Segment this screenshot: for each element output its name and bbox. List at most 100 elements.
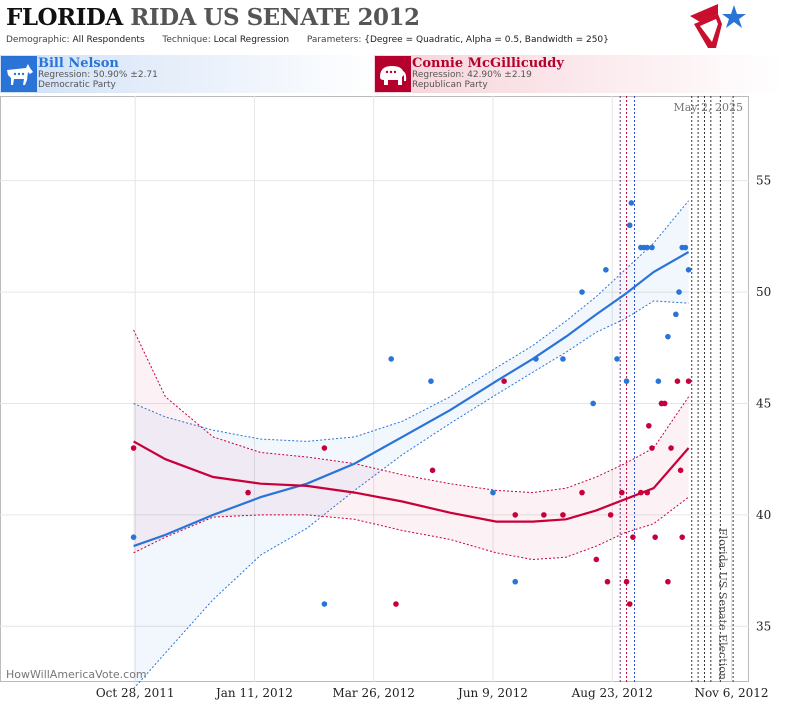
y-tick-label: 55: [756, 174, 771, 188]
x-tick-label: Jun 9, 2012: [456, 686, 528, 700]
confidence-band: [133, 200, 689, 689]
regression-line: [133, 251, 690, 548]
technique-value: Local Regression: [213, 35, 290, 45]
x-tick-label: Aug 23, 2012: [571, 686, 653, 700]
data-point: [614, 356, 620, 362]
data-point: [685, 266, 692, 273]
data-point: [607, 512, 614, 518]
y-tick-label: 50: [756, 285, 771, 299]
data-point: [682, 244, 689, 251]
election-label: Florida US Senate Election: [716, 528, 729, 680]
data-point: [604, 578, 611, 585]
data-point: [512, 512, 519, 518]
data-point: [623, 378, 630, 385]
data-point: [644, 489, 651, 496]
data-point: [560, 512, 566, 518]
data-point: [673, 311, 679, 318]
data-point: [541, 512, 547, 518]
data-point: [321, 445, 328, 451]
parameters-label: Parameters:: [306, 35, 362, 45]
data-point: [626, 601, 633, 607]
candidate-card-democrat: Bill Nelson Regression: 50.90% ±2.71 Dem…: [0, 55, 380, 93]
poll-date-markers: [619, 96, 734, 682]
regression-line: [133, 440, 690, 523]
data-point: [590, 400, 596, 407]
donkey-icon: [1, 56, 37, 92]
data-point: [245, 489, 251, 496]
parameters-value: {Degree = Quadratic, Alpha = 0.5, Bandwi…: [364, 35, 609, 45]
data-point: [685, 378, 692, 385]
data-point: [655, 378, 662, 385]
x-tick-label: Oct 28, 2011: [96, 686, 175, 700]
title-race: RIDA US SENATE 2012: [130, 4, 420, 31]
data-point: [618, 489, 625, 496]
y-tick-label: 45: [756, 396, 771, 410]
data-point: [593, 556, 600, 563]
data-point: [533, 356, 539, 362]
candidate-name: Connie McGillicuddy: [412, 56, 564, 71]
data-point: [665, 333, 671, 340]
axis-labels: Oct 28, 2011 Jan 11, 2012 Mar 26, 2012 Jun …: [96, 174, 771, 700]
watermark: HowWillAmericaVote.com: [6, 668, 147, 681]
page-title: FLORIDA RIDA US SENATE 2012: [6, 4, 420, 31]
gridlines: [0, 96, 749, 682]
x-tick-label: Mar 26, 2012: [332, 686, 414, 700]
data-point: [130, 534, 137, 540]
candidate-party: Democratic Party: [38, 80, 116, 90]
current-date-label: May 2, 2025: [673, 101, 743, 114]
data-point: [321, 601, 328, 607]
data-point: [579, 489, 585, 496]
data-point: [676, 289, 682, 295]
demographic-value: All Respondents: [72, 35, 145, 45]
data-point: [649, 445, 655, 451]
data-point: [490, 489, 496, 496]
data-point: [649, 244, 655, 251]
candidate-regression: Regression: 42.90% ±2.19: [412, 70, 532, 80]
confidence-band: [133, 329, 689, 560]
header: FLORIDA RIDA US SENATE 2012 Demographic:…: [0, 0, 789, 52]
data-point: [501, 378, 507, 385]
technique-label: Technique:: [162, 35, 211, 45]
candidate-party: Republican Party: [412, 80, 488, 90]
regression-lines: [133, 251, 690, 548]
data-point: [674, 378, 681, 385]
data-point: [679, 534, 686, 540]
data-point: [668, 445, 674, 451]
data-point: [512, 578, 519, 585]
site-logo[interactable]: [688, 2, 748, 50]
plot-border: [0, 96, 749, 682]
data-point: [652, 534, 658, 540]
poll-points: [130, 200, 692, 607]
data-point: [623, 578, 630, 585]
parameters-line: Demographic: All Respondents Technique: …: [6, 35, 609, 45]
data-point: [646, 422, 652, 429]
candidate-name: Bill Nelson: [38, 56, 119, 71]
candidate-card-republican: Connie McGillicuddy Regression: 42.90% ±…: [374, 55, 784, 93]
y-tick-label: 40: [756, 508, 771, 522]
x-tick-label: Nov 6, 2012: [694, 686, 768, 700]
data-point: [579, 289, 585, 295]
data-point: [677, 467, 684, 474]
data-point: [628, 200, 635, 206]
data-point: [644, 244, 651, 251]
y-tick-label: 35: [756, 619, 771, 633]
plot-frame: [0, 96, 749, 682]
data-point: [603, 266, 609, 273]
band-upper-line: [133, 200, 689, 442]
title-state: FLORIDA: [6, 4, 123, 31]
data-point: [393, 601, 399, 607]
data-point: [429, 467, 436, 474]
data-point: [665, 578, 671, 585]
data-point: [638, 489, 644, 496]
confidence-bands: [133, 200, 690, 690]
data-point: [630, 534, 636, 540]
data-point: [626, 222, 633, 229]
band-lower-line: [133, 300, 689, 690]
data-point: [428, 378, 434, 385]
candidate-regression: Regression: 50.90% ±2.71: [38, 70, 158, 80]
data-point: [388, 356, 394, 362]
band-upper-line: [133, 329, 690, 494]
data-point: [560, 356, 566, 362]
data-point: [130, 445, 137, 451]
